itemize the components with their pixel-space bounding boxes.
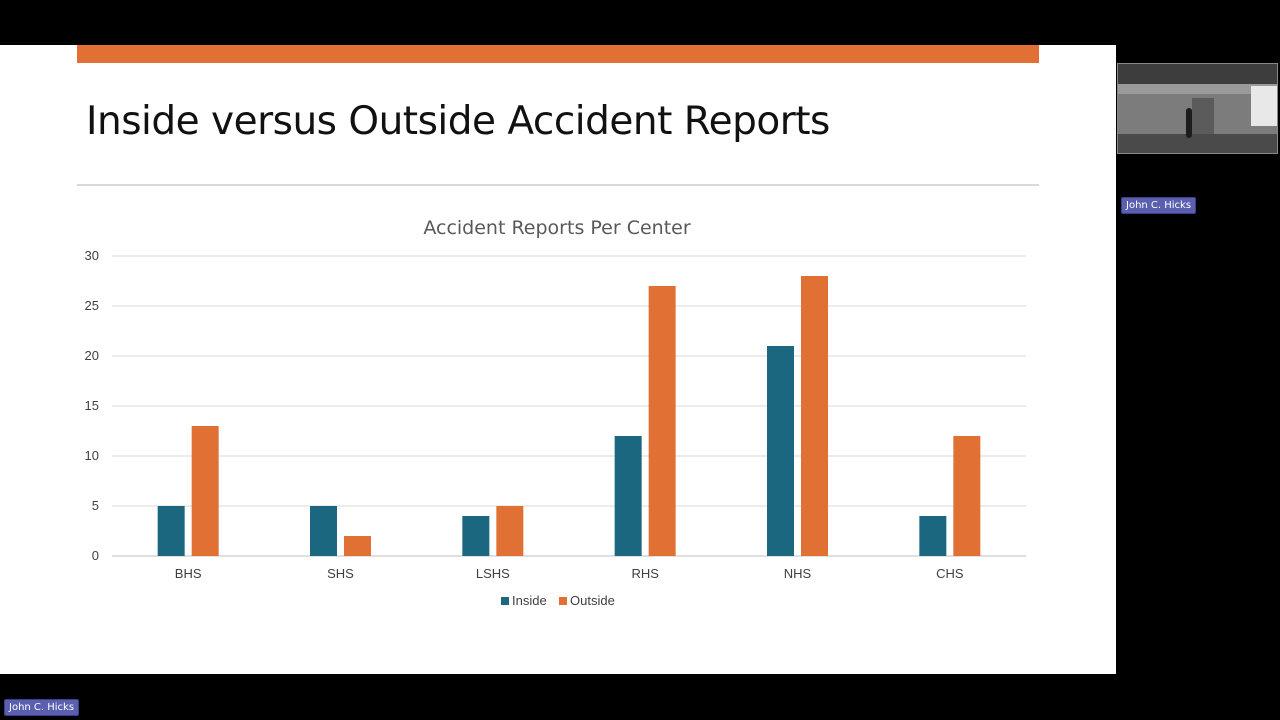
bar-inside-nhs <box>767 346 794 556</box>
bar-outside-nhs <box>801 276 828 556</box>
video-ceiling <box>1118 84 1277 94</box>
y-tick-label: 5 <box>92 498 99 513</box>
x-tick-label: RHS <box>631 566 659 581</box>
x-axis-ticks: BHS SHS LSHS RHS NHS CHS <box>175 566 964 581</box>
legend-label-inside: Inside <box>512 593 547 608</box>
y-tick-label: 30 <box>85 248 99 263</box>
bar-inside-chs <box>919 516 947 556</box>
bar-outside-bhs <box>191 426 219 556</box>
slide-accent-bar <box>77 45 1039 63</box>
bar-inside-lshs <box>462 516 490 556</box>
y-tick-label: 0 <box>92 548 99 563</box>
bar-inside-shs <box>310 506 337 556</box>
bar-outside-lshs <box>496 506 524 556</box>
y-tick-label: 20 <box>85 348 99 363</box>
x-tick-label: NHS <box>784 566 812 581</box>
presenter-name-tag: John C. Hicks <box>4 699 80 716</box>
y-tick-label: 15 <box>85 398 99 413</box>
bar-outside-chs <box>953 436 981 556</box>
x-tick-label: SHS <box>327 566 354 581</box>
chart-gridlines <box>112 255 1026 557</box>
presentation-slide: Inside versus Outside Accident Reports A… <box>0 45 1116 674</box>
video-floor <box>1118 134 1277 153</box>
y-axis-ticks: 0 5 10 15 20 25 30 <box>85 248 99 563</box>
chart-title: Accident Reports Per Center <box>423 217 690 239</box>
participant-video-thumbnail[interactable] <box>1117 63 1278 154</box>
bar-outside-rhs <box>648 286 676 556</box>
video-door <box>1192 98 1214 136</box>
legend-swatch-inside <box>501 597 509 605</box>
y-tick-label: 10 <box>85 448 99 463</box>
video-top-strip <box>1118 64 1277 84</box>
legend-label-outside: Outside <box>570 593 615 608</box>
chart-legend: Inside Outside <box>501 593 615 608</box>
video-person <box>1186 108 1192 138</box>
bar-inside-bhs <box>157 506 185 556</box>
x-tick-label: LSHS <box>476 566 510 581</box>
bar-inside-rhs <box>614 436 642 556</box>
video-projector-screen <box>1251 86 1277 126</box>
bar-outside-shs <box>344 536 371 556</box>
x-tick-label: BHS <box>175 566 202 581</box>
participant-name-tag[interactable]: John C. Hicks <box>1121 197 1197 214</box>
x-tick-label: CHS <box>936 566 964 581</box>
y-tick-label: 25 <box>85 298 99 313</box>
chart-bars <box>157 276 981 556</box>
accident-reports-chart: Accident Reports Per Center 0 5 10 15 20 25 30… <box>85 217 1026 608</box>
legend-swatch-outside <box>559 597 567 605</box>
slide-title: Inside versus Outside Accident Reports <box>86 99 830 144</box>
title-divider <box>77 184 1039 186</box>
